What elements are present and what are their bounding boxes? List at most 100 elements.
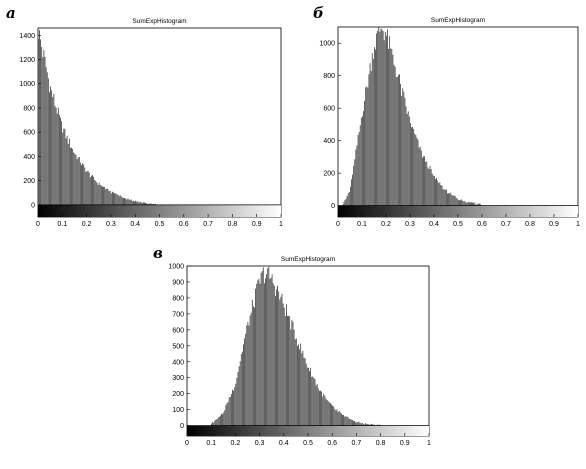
histogram-bar (261, 271, 263, 426)
histogram-bar (280, 296, 282, 426)
histogram-bar (470, 202, 471, 206)
histogram-bar (140, 202, 142, 205)
histogram-bar (475, 204, 477, 206)
histogram-bar (418, 147, 420, 206)
histogram-bar (235, 383, 237, 426)
histogram-bar (215, 419, 217, 426)
histogram-bar (305, 363, 307, 426)
histogram-bar (43, 50, 45, 205)
histogram-bar (359, 125, 361, 206)
histogram-bar (239, 361, 241, 426)
histogram-bar (105, 189, 107, 205)
histogram-bar (353, 421, 354, 426)
histogram-bar (288, 315, 289, 426)
histogram-bar (291, 320, 293, 426)
histogram-bar (103, 186, 104, 205)
histogram-bar (403, 91, 405, 206)
histogram-bar (317, 388, 319, 426)
histogram-bar (109, 191, 111, 205)
histogram-bar (327, 401, 329, 426)
histogram-bar (214, 420, 216, 426)
histogram-bar (249, 315, 251, 426)
histogram-bar (79, 162, 81, 205)
histogram-bar (369, 63, 371, 206)
histogram-bar (135, 200, 136, 205)
histogram-bar (132, 200, 134, 205)
y-tick-label: 0 (180, 423, 184, 430)
histogram-bar (124, 198, 125, 205)
histogram-bar (316, 383, 318, 426)
histogram-bar (141, 202, 143, 205)
histogram-bar (84, 167, 86, 205)
histogram-bar (358, 421, 360, 426)
histogram-bar (356, 145, 358, 206)
histogram-bar (292, 321, 294, 426)
y-tick-label: 600 (172, 327, 184, 334)
histogram-bars (38, 30, 160, 205)
histogram-bar (444, 189, 446, 206)
histogram-bar (47, 78, 49, 205)
y-tick-label: 1400 (19, 33, 35, 40)
histogram-bar (97, 184, 99, 205)
histogram-bar (113, 192, 114, 205)
histogram-bar (237, 371, 239, 426)
histogram-bar (321, 391, 322, 426)
histogram-bar (453, 195, 455, 206)
histogram-bar (108, 191, 110, 205)
histogram-bar (88, 172, 90, 205)
histogram-bar (304, 358, 306, 426)
histogram-bar (270, 277, 272, 426)
histogram-panel-1: SumExpHistogram 0 0.1 0.2 0.3 0.4 0.5 0.6 0.7 0.8… (19, 18, 283, 228)
histogram-bar (344, 199, 346, 206)
histogram-bar (465, 202, 467, 206)
histogram-bar (405, 106, 407, 206)
histogram-bar (442, 189, 444, 206)
histogram-bar (359, 423, 361, 426)
histogram-bar (224, 410, 226, 426)
histogram-bar (345, 198, 347, 206)
histogram-bar (394, 66, 396, 206)
histogram-bar (44, 56, 46, 205)
colorbar-strip (187, 425, 429, 436)
histogram-bar (404, 97, 406, 206)
histogram-bar (74, 153, 76, 205)
histogram-bar (68, 138, 70, 205)
histogram-bar (446, 189, 447, 206)
histogram-bar (130, 199, 132, 205)
histogram-bar (311, 376, 313, 426)
histogram-bar (363, 111, 364, 206)
histogram-bar (221, 413, 222, 426)
histogram-bar (460, 199, 461, 206)
x-tick-label: 0 (185, 440, 189, 447)
histogram-bar (65, 138, 67, 205)
panel-letter-v: в (153, 244, 163, 262)
histogram-bar (392, 54, 394, 206)
histogram-bar (374, 47, 375, 206)
histogram-bar (62, 132, 64, 205)
histogram-bar (322, 396, 324, 426)
histogram-bar (410, 123, 411, 206)
histogram-bar (262, 267, 264, 426)
histogram-bar (350, 186, 351, 206)
histogram-bar (386, 35, 387, 206)
histogram-bar (70, 148, 71, 205)
histogram-bars (342, 27, 482, 206)
histogram-bar (137, 201, 139, 205)
histogram-bar (337, 411, 339, 426)
histogram-bar (293, 329, 295, 426)
histogram-bar (223, 412, 225, 426)
histogram-bar (273, 285, 275, 426)
histogram-bar (387, 29, 388, 206)
histogram-bar (81, 165, 82, 205)
y-tick-label: 1000 (19, 81, 35, 88)
histogram-bar (380, 28, 382, 206)
histogram-bar (86, 171, 88, 205)
y-tick-label: 1200 (19, 57, 35, 64)
histogram-bar (275, 296, 276, 426)
histogram-bar (151, 204, 153, 205)
histogram-bar (354, 159, 356, 206)
histogram-bar (447, 193, 448, 206)
histogram-bar (363, 424, 364, 426)
histogram-bar (64, 128, 66, 205)
